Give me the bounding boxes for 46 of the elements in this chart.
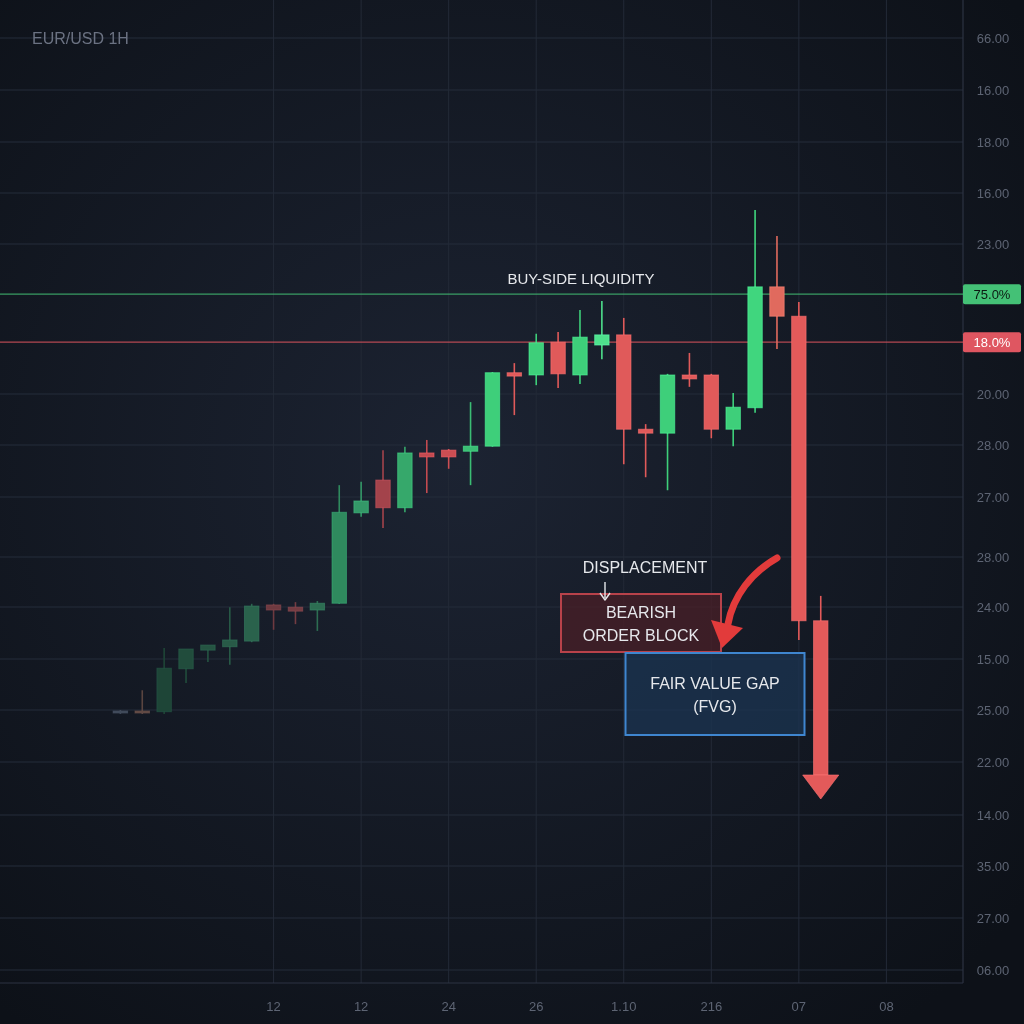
annotation: FAIR VALUE GAP (FVG) [650, 674, 780, 715]
candlestick [462, 401, 479, 486]
x-tick-label: 07 [791, 998, 807, 1014]
text: 28.00 [976, 549, 1010, 565]
text: 16.00 [976, 82, 1010, 98]
x-tick-label: 1.10 [611, 998, 637, 1014]
candlestick [681, 352, 698, 388]
text: 35.00 [976, 858, 1010, 874]
text: 27.00 [976, 489, 1010, 505]
text: 24.00 [976, 599, 1010, 615]
candlestick [419, 439, 435, 494]
text: 15.00 [976, 651, 1010, 667]
candlestick [309, 600, 326, 632]
x-tick-label: 26 [528, 998, 544, 1014]
text: 28.00 [976, 437, 1010, 453]
candlestick [134, 689, 150, 715]
x-tick-label: 12 [266, 998, 281, 1014]
text: 16.00 [976, 185, 1010, 201]
text: 06.00 [976, 962, 1010, 978]
candlestick [637, 423, 654, 479]
text: 27.00 [976, 910, 1010, 926]
text: 18.00 [976, 134, 1010, 150]
candlestick [287, 601, 304, 625]
text: 22.00 [976, 754, 1010, 770]
text: 23.00 [976, 236, 1010, 252]
candlestick [178, 648, 194, 684]
ref-line-label: BUY-SIDE LIQUIDITY [507, 270, 655, 288]
candlestick [353, 480, 369, 518]
annotation: DISPLACEMENT [582, 559, 708, 576]
candlestick [506, 362, 523, 416]
x-tick-label: 08 [879, 998, 894, 1014]
x-tick-label: 24 [441, 998, 456, 1014]
text: 66.00 [976, 30, 1010, 46]
text: 20.00 [976, 386, 1010, 402]
annotation: BEARISH ORDER BLOCK [582, 603, 700, 644]
x-tick-label: 216 [700, 998, 723, 1014]
candlestick [594, 300, 610, 360]
text: 25.00 [976, 702, 1010, 718]
candlestick [222, 606, 238, 666]
x-tick-label: 12 [353, 998, 369, 1014]
candlestick [725, 392, 741, 447]
text: 75.0% [973, 286, 1011, 302]
chart-title: EUR/USD 1H [32, 30, 129, 47]
text: 18.0% [973, 334, 1011, 350]
text: 14.00 [976, 807, 1010, 823]
candlestick [265, 603, 282, 631]
